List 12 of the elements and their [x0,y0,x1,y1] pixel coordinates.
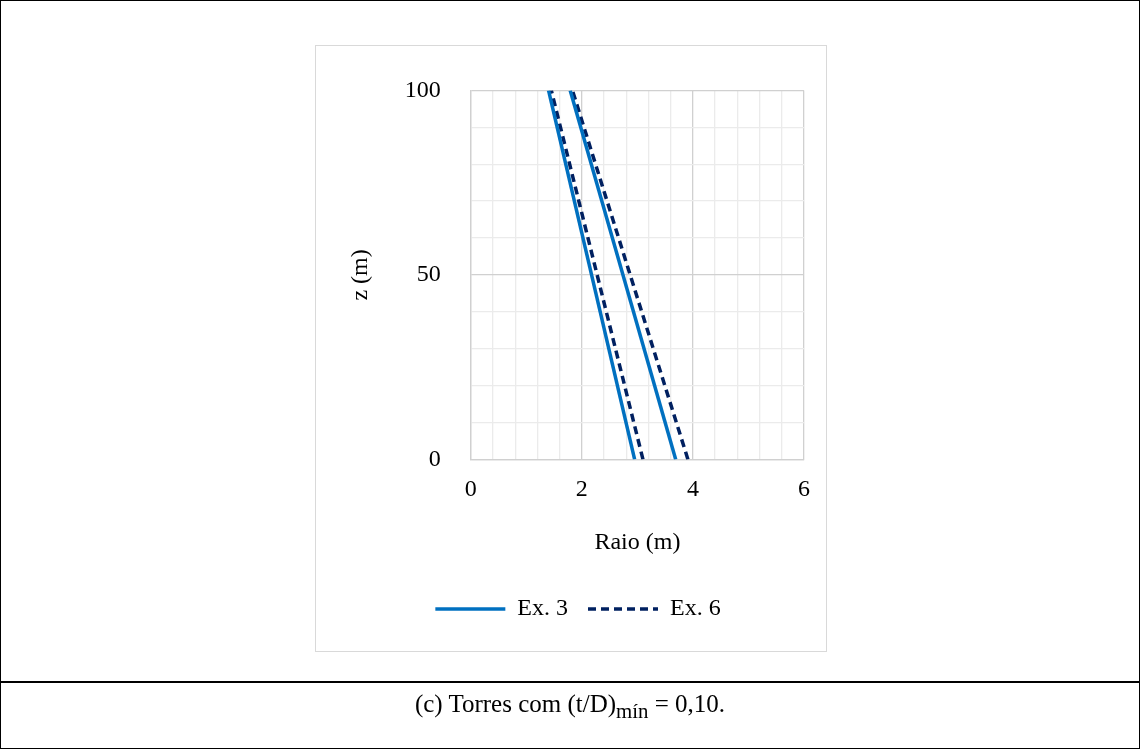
y-tick-label: 0 [428,444,441,471]
x-tick-label: 4 [686,475,699,502]
y-tick-label: 50 [416,260,441,287]
x-tick-label: 6 [798,475,810,502]
y-tick-label: 100 [404,75,441,102]
legend-label: Ex. 6 [670,594,721,621]
text: (c) Torres com (t/D)$_{mín}$ = 0,10. [413,690,727,724]
y-axis-title: z (m) [345,249,372,301]
x-axis-title: Raio (m) [594,527,681,554]
x-tick-label: 2 [575,475,588,502]
legend-label: Ex. 3 [517,594,569,621]
x-tick-label: 0 [464,475,477,502]
